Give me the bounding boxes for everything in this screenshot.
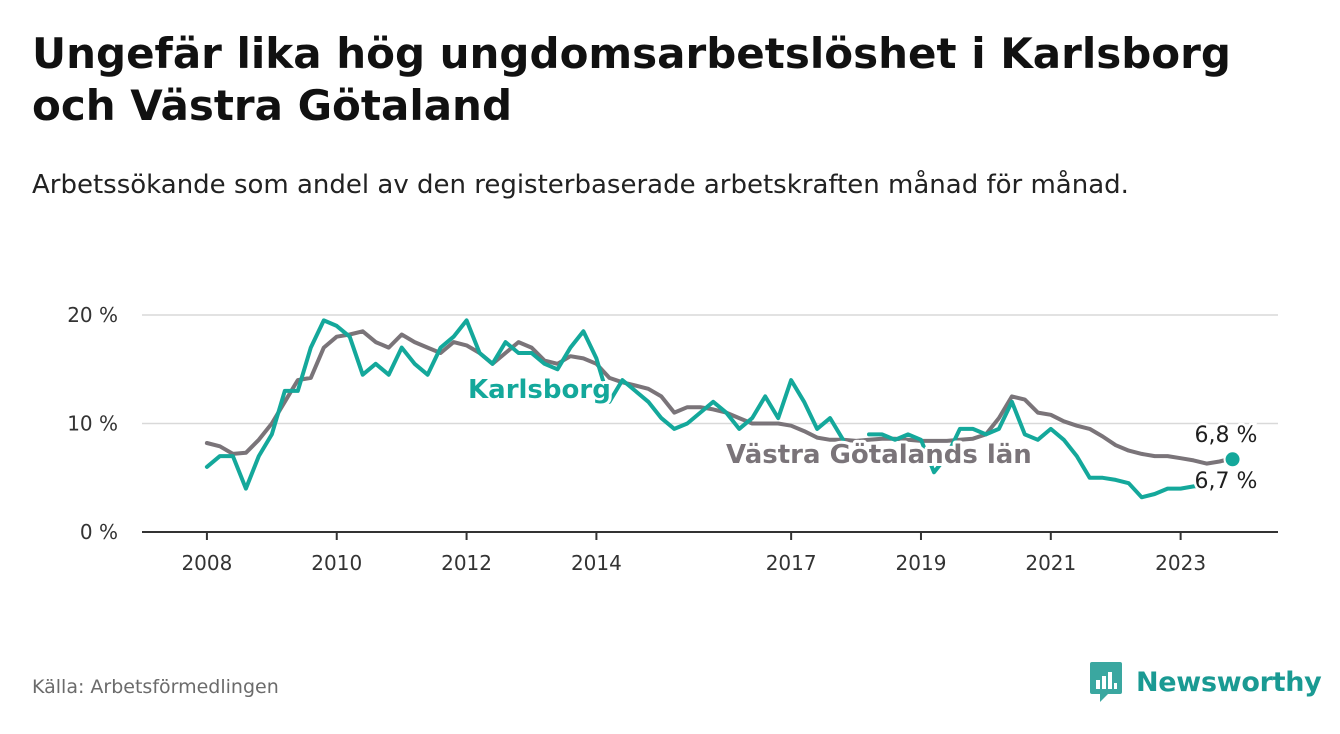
series-layer <box>204 320 1242 497</box>
series-label-vastra-gotaland: Västra Götalands län <box>726 440 1032 470</box>
series-karlsborg <box>207 320 1242 497</box>
x-tick-label: 2017 <box>766 551 817 575</box>
label-layer: Västra Götalands län Karlsborg 6,8 % 6,7 % <box>465 372 1260 497</box>
chart-subtitle: Arbetssökande som andel av den registerb… <box>32 170 1129 200</box>
series-line <box>204 329 1235 466</box>
brand[interactable]: Newsworthy <box>1088 660 1322 704</box>
source-note: Källa: Arbetsförmedlingen <box>32 676 279 698</box>
x-tick-label: 2012 <box>441 551 492 575</box>
axis-layer: 0 % 10 % 20 % 2008 2010 2012 2014 2017 2019 2021 2… <box>67 303 1278 575</box>
x-tick-label: 2014 <box>571 551 622 575</box>
newsworthy-logo-icon <box>1090 662 1122 702</box>
x-tick-label: 2019 <box>896 551 947 575</box>
series-v-stra-g-talands-l-n <box>204 329 1242 468</box>
series-end-marker <box>1223 450 1242 469</box>
chart-title: Ungefär lika hög ungdomsarbetslöshet i K… <box>32 29 1231 130</box>
series-line <box>207 320 1233 497</box>
brand-name: Newsworthy <box>1136 666 1322 698</box>
series-label-karlsborg: Karlsborg <box>468 375 611 405</box>
x-tick-label: 2023 <box>1155 551 1206 575</box>
end-value-label-karlsborg: 6,7 % <box>1195 469 1258 494</box>
y-tick-label: 0 % <box>80 520 118 544</box>
x-tick-label: 2021 <box>1025 551 1076 575</box>
x-tick-label: 2008 <box>181 551 232 575</box>
y-tick-label: 10 % <box>67 412 118 436</box>
y-tick-label: 20 % <box>67 303 118 327</box>
x-tick-label: 2010 <box>311 551 362 575</box>
grid-layer <box>142 314 1278 425</box>
end-value-label-vastra-gotaland: 6,8 % <box>1195 423 1258 448</box>
